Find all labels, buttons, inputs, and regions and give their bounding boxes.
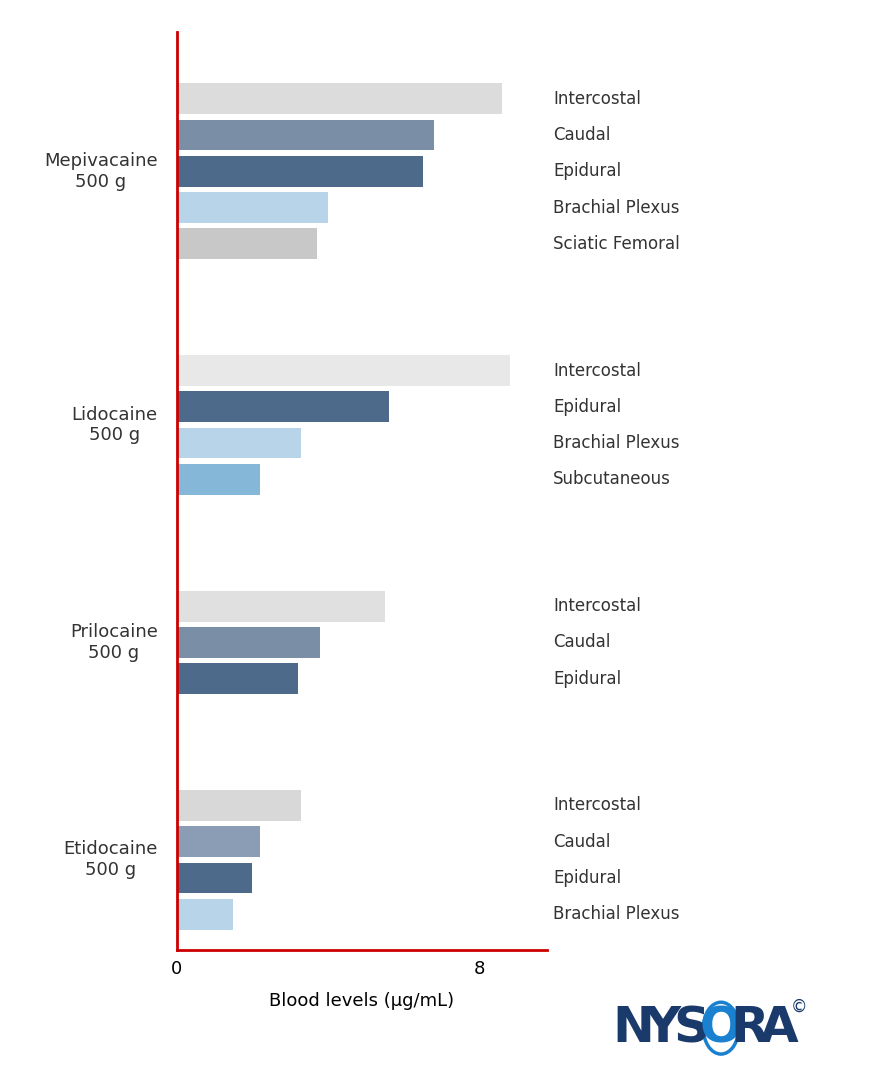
Bar xyxy=(177,428,301,459)
Text: Epidural: Epidural xyxy=(553,869,622,887)
Text: Caudal: Caudal xyxy=(553,833,610,851)
Text: Intercostal: Intercostal xyxy=(553,796,641,814)
Bar xyxy=(177,826,260,858)
Bar xyxy=(177,228,317,259)
Bar xyxy=(177,156,423,187)
Text: A: A xyxy=(760,1004,798,1052)
Text: Lidocaine
500 g: Lidocaine 500 g xyxy=(72,406,158,444)
Bar xyxy=(177,120,434,150)
Text: Caudal: Caudal xyxy=(553,633,610,651)
Bar xyxy=(177,791,301,821)
Bar xyxy=(177,355,509,386)
Bar xyxy=(177,899,233,930)
Text: ©: © xyxy=(790,998,807,1015)
Bar xyxy=(177,83,502,114)
Text: Sciatic Femoral: Sciatic Femoral xyxy=(553,234,680,253)
Text: Epidural: Epidural xyxy=(553,162,622,180)
Text: Y: Y xyxy=(645,1004,681,1052)
Bar xyxy=(177,663,298,694)
Bar xyxy=(177,591,385,622)
Text: Brachial Plexus: Brachial Plexus xyxy=(553,434,680,453)
Bar xyxy=(177,192,328,222)
Bar xyxy=(177,391,389,422)
Text: Epidural: Epidural xyxy=(553,670,622,688)
Text: Intercostal: Intercostal xyxy=(553,362,641,379)
Text: R: R xyxy=(731,1004,769,1052)
Text: N: N xyxy=(613,1004,654,1052)
Text: Brachial Plexus: Brachial Plexus xyxy=(553,199,680,217)
Bar xyxy=(177,464,260,495)
Text: Intercostal: Intercostal xyxy=(553,597,641,616)
Bar xyxy=(177,627,321,658)
Text: O: O xyxy=(699,1004,743,1052)
Text: Epidural: Epidural xyxy=(553,397,622,416)
X-axis label: Blood levels (μg/mL): Blood levels (μg/mL) xyxy=(269,993,455,1010)
Text: Brachial Plexus: Brachial Plexus xyxy=(553,905,680,923)
Text: Etidocaine
500 g: Etidocaine 500 g xyxy=(64,840,158,879)
Text: S: S xyxy=(674,1004,710,1052)
Text: Subcutaneous: Subcutaneous xyxy=(553,470,671,488)
Text: Intercostal: Intercostal xyxy=(553,90,641,108)
Text: Caudal: Caudal xyxy=(553,126,610,144)
Text: Prilocaine
500 g: Prilocaine 500 g xyxy=(70,623,158,662)
Text: Mepivacaine
500 g: Mepivacaine 500 g xyxy=(44,152,158,191)
Bar xyxy=(177,863,253,893)
